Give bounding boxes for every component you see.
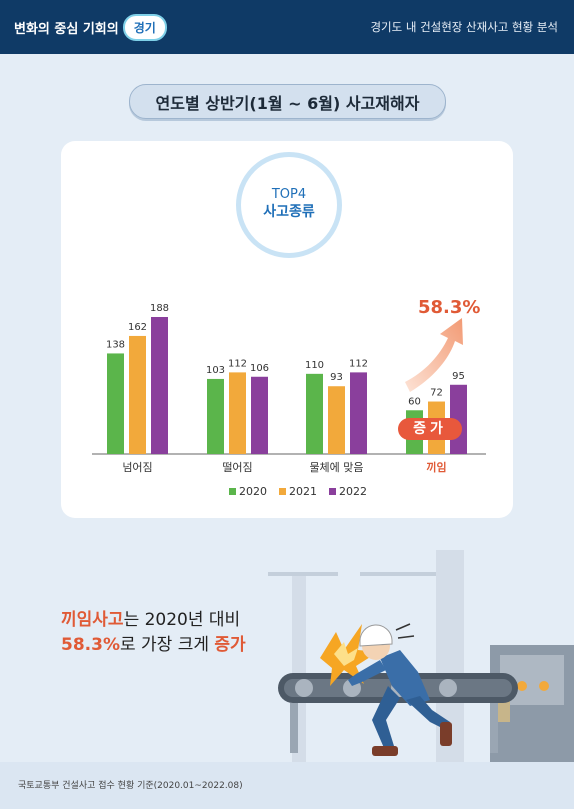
legend-swatch [279, 488, 286, 495]
legend-label: 2022 [339, 485, 367, 498]
data-label: 112 [349, 358, 368, 369]
logo-badge: 경기 [122, 13, 167, 41]
bar-2022-2 [350, 372, 367, 454]
logo-text: 변화의 중심 기회의 [14, 21, 119, 37]
data-label: 112 [228, 358, 247, 369]
header-title: 경기도 내 건설현장 산재사고 현황 분석 [370, 20, 558, 34]
data-label: 110 [305, 360, 324, 371]
summary-text: 끼임사고는 2020년 대비 58.3%로 가장 크게 증가 [61, 608, 246, 658]
data-label: 95 [452, 371, 465, 382]
increase-arrow-icon [405, 318, 463, 392]
bar-2022-0 [151, 317, 168, 454]
bar-2021-2 [328, 386, 345, 454]
bar-2022-1 [251, 376, 268, 454]
legend-item-2022: 2022 [329, 485, 367, 498]
top4-circle: TOP4 사고종류 [236, 152, 342, 258]
data-label: 162 [128, 322, 147, 333]
header-bar [0, 0, 574, 54]
summary-highlight: 끼임사고 [61, 610, 124, 630]
top4-label: TOP4 [271, 187, 307, 202]
footer-source: 국토교통부 건설사고 접수 현황 기준(2020.01~2022.08) [18, 781, 243, 791]
logo: 변화의 중심 기회의 경기 [14, 13, 167, 41]
summary-highlight: 증가 [214, 635, 246, 655]
summary-highlight: 58.3% [61, 635, 120, 655]
data-label: 188 [150, 303, 169, 314]
top4-sublabel: 사고종류 [263, 204, 315, 220]
summary-text-part: 로 가장 크게 [119, 635, 215, 655]
legend-swatch [329, 488, 336, 495]
data-label: 93 [330, 372, 343, 383]
footer-bar [0, 762, 574, 809]
bar-2020-1 [207, 378, 224, 454]
summary-line-1: 끼임사고는 2020년 대비 [61, 608, 246, 633]
category-label: 물체에 맞음 [309, 461, 363, 474]
category-label: 끼임 [426, 460, 446, 474]
data-label: 138 [106, 339, 125, 350]
legend-item-2020: 2020 [229, 485, 267, 498]
category-label: 떨어짐 [222, 461, 252, 474]
legend-label: 2020 [239, 485, 267, 498]
bar-2020-2 [306, 373, 323, 454]
bar-2020-0 [107, 353, 124, 454]
data-label: 72 [430, 388, 443, 399]
legend-item-2021: 2021 [279, 485, 317, 498]
summary-line-2: 58.3%로 가장 크게 증가 [61, 633, 246, 658]
bar-2021-0 [129, 335, 146, 454]
data-label: 106 [250, 363, 269, 374]
bar-2021-1 [229, 372, 246, 454]
legend: 2020 2021 2022 [229, 485, 367, 498]
summary-text-part: 는 2020년 대비 [123, 610, 241, 630]
legend-swatch [229, 488, 236, 495]
page-title: 연도별 상반기(1월 ~ 6월) 사고재해자 [129, 84, 446, 119]
worker-conveyor-illustration [268, 550, 574, 762]
legend-label: 2021 [289, 485, 317, 498]
data-label: 103 [206, 365, 225, 376]
category-label: 넘어짐 [122, 461, 152, 474]
increase-badge: 증가 [398, 418, 462, 440]
data-label: 60 [408, 396, 421, 407]
increase-percent: 58.3% [418, 297, 481, 318]
